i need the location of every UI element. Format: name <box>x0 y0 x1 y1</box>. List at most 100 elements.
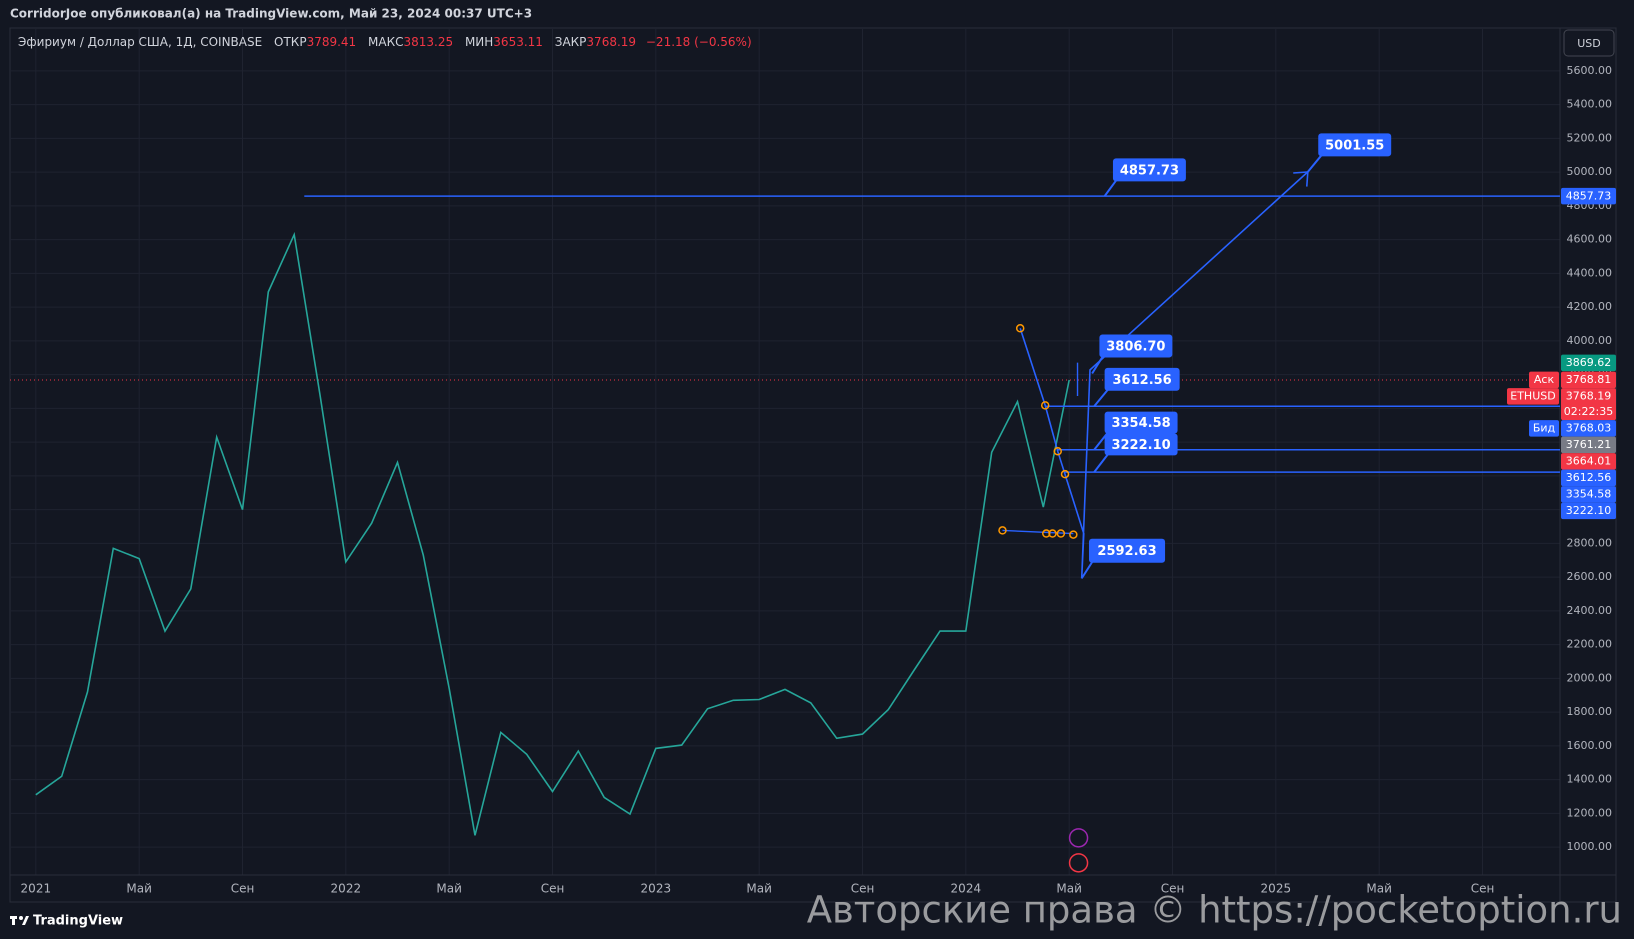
legend-symbol: Эфириум / Доллар США, 1Д, COINBASE <box>18 35 262 49</box>
price-badge <box>1561 187 1616 205</box>
x-tick-label: 2021 <box>21 882 52 896</box>
callout-box <box>1104 367 1180 391</box>
event-icon <box>1068 853 1089 873</box>
price-badge-label: 3354.58 <box>1566 488 1612 501</box>
logo-shape <box>22 916 29 925</box>
price-badge <box>1561 502 1616 520</box>
pattern-line <box>1002 529 1074 535</box>
callout-label: 2592.63 <box>1097 544 1156 559</box>
x-tick-label: Сен <box>1471 882 1495 896</box>
price-badge-label: 3768.81 <box>1566 373 1612 386</box>
price-badge-label: 3768.03 <box>1566 422 1612 435</box>
y-tick-label: 2400.00 <box>1567 604 1613 617</box>
y-tick-label: 4600.00 <box>1567 233 1613 246</box>
callout-label: 3222.10 <box>1111 438 1170 453</box>
callout-label: 3806.70 <box>1106 339 1165 354</box>
price-badge-label: 3664.01 <box>1566 455 1612 468</box>
callout-box <box>1104 433 1178 456</box>
callout-box <box>1112 158 1186 182</box>
y-tick-label: 5000.00 <box>1567 165 1613 178</box>
price-tag-box <box>1529 371 1559 389</box>
price-tag: Бид <box>1533 422 1556 435</box>
legend-field-name: МИН <box>465 35 493 49</box>
legend: Эфириум / Доллар США, 1Д, COINBASE ОТКР3… <box>18 35 752 49</box>
y-tick-label: 2000.00 <box>1567 671 1613 684</box>
price-badge-label: 4857.73 <box>1566 189 1612 202</box>
price-tag-box <box>1507 388 1559 405</box>
callout-box <box>1318 133 1392 157</box>
pattern-point <box>1040 401 1050 410</box>
price-badge-label: 3222.10 <box>1566 504 1612 517</box>
y-tick-label: 1000.00 <box>1567 840 1613 853</box>
callout-box <box>1088 538 1166 563</box>
x-tick-label: Сен <box>851 882 875 896</box>
y-tick-label: 5200.00 <box>1567 131 1613 144</box>
x-tick-label: Май <box>746 882 772 896</box>
y-tick-label: 2600.00 <box>1567 570 1613 583</box>
y-tick-label: 5400.00 <box>1567 98 1613 111</box>
callout-pointer <box>1103 178 1118 197</box>
price-tag-box <box>1529 420 1559 437</box>
price-line <box>35 231 1070 836</box>
x-tick-label: Май <box>126 882 152 896</box>
callout-pointer <box>1080 560 1094 579</box>
pattern-point <box>1069 530 1078 539</box>
price-badge-label: 3768.19 <box>1566 390 1612 403</box>
callout-pointer <box>1093 388 1110 407</box>
y-tick-label: 4000.00 <box>1567 334 1613 347</box>
callout-label: 5001.55 <box>1325 138 1384 153</box>
pattern-point <box>1015 324 1025 333</box>
price-badge-label: 3761.21 <box>1566 438 1612 451</box>
x-tick-label: Сен <box>541 882 565 896</box>
x-tick-label: 2025 <box>1261 882 1292 896</box>
legend-field-name: ОТКР <box>274 35 307 49</box>
legend-change: −21.18 (−0.56%) <box>646 35 752 49</box>
legend-field-value: 3789.41 <box>307 35 357 49</box>
legend-field-value: 3813.25 <box>403 35 453 49</box>
event-icon <box>1068 828 1089 848</box>
y-tick-label: 4400.00 <box>1567 266 1613 279</box>
price-tag: Аск <box>1534 373 1555 386</box>
x-tick-label: Сен <box>231 882 255 896</box>
price-badge <box>1561 469 1616 487</box>
callout-box <box>1099 334 1173 358</box>
y-tick-label: 1200.00 <box>1567 806 1613 819</box>
legend-field-value: 3768.19 <box>586 35 636 49</box>
watermark: Авторские права © https://pocketoption.r… <box>807 889 1622 932</box>
currency-button[interactable] <box>1563 29 1615 57</box>
callout-pointer <box>1093 452 1110 473</box>
tv-logo <box>10 916 29 925</box>
pattern-point <box>1048 529 1057 538</box>
price-badge <box>1561 436 1616 454</box>
logo-shape <box>19 916 23 920</box>
callout-box <box>1104 411 1178 434</box>
callout-label: 4857.73 <box>1120 163 1179 178</box>
callout-label: 3354.58 <box>1111 416 1170 431</box>
price-badge <box>1561 486 1616 503</box>
pattern-point <box>998 526 1007 535</box>
callout-pointer <box>1091 354 1105 375</box>
pattern-point <box>1060 469 1070 479</box>
price-badge <box>1561 354 1616 372</box>
x-tick-label: 2023 <box>641 882 672 896</box>
y-tick-label: 5600.00 <box>1567 64 1613 77</box>
price-badge-countdown: 02:22:35 <box>1564 405 1613 418</box>
footer-logo-text: TradingView <box>33 914 123 929</box>
x-tick-label: Май <box>1056 882 1082 896</box>
price-badge <box>1561 388 1616 421</box>
header-text: CorridorJoe опубликовал(а) на TradingVie… <box>10 7 532 21</box>
callout-label: 3612.56 <box>1113 373 1172 388</box>
currency-label[interactable]: USD <box>1577 37 1601 50</box>
pattern-line <box>1019 171 1309 579</box>
pattern-point <box>1053 446 1062 456</box>
price-badge-label: 3869.62 <box>1566 356 1612 369</box>
plot-area: 1000.00 1200.00 1400.00 1600.00 1800.00 2000.… <box>10 28 1616 902</box>
x-tick-label: 2024 <box>951 882 982 896</box>
price-badge-label: 3612.56 <box>1566 471 1612 484</box>
price-badge <box>1561 453 1616 470</box>
pattern-point <box>1056 529 1066 538</box>
logo-shape <box>12 916 15 925</box>
